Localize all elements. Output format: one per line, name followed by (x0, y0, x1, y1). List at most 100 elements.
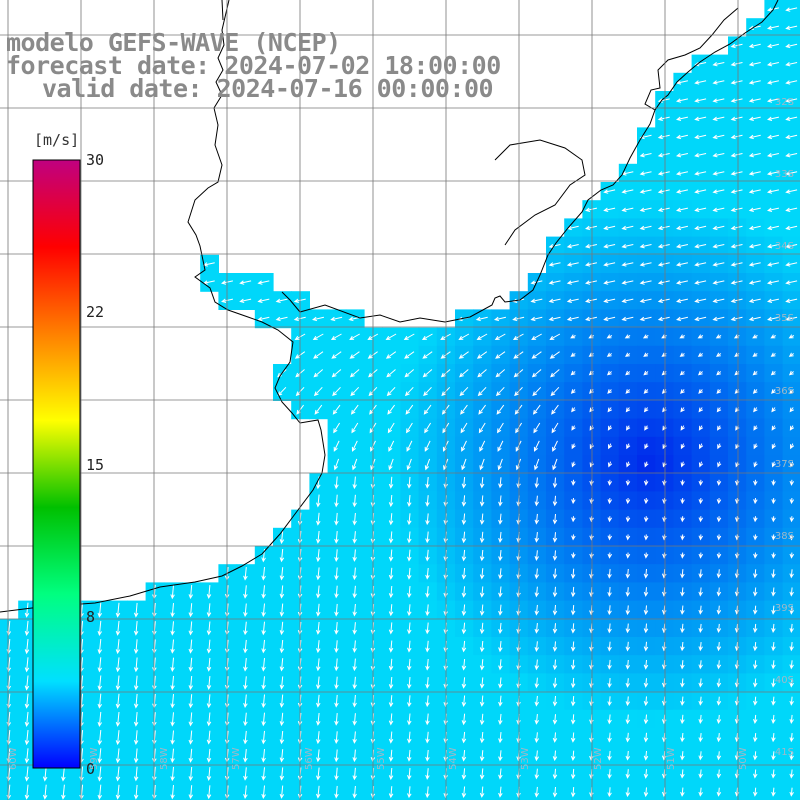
wind-arrow (534, 586, 540, 598)
wind-arrow (314, 404, 323, 415)
wind-arrow (407, 567, 412, 580)
wind-arrow (479, 458, 485, 471)
wind-arrow (603, 244, 616, 249)
wind-arrow (388, 494, 394, 508)
wind-arrow (243, 730, 248, 745)
wind-arrow (352, 640, 357, 653)
wind-arrow (257, 280, 270, 285)
wind-arrow (349, 351, 360, 359)
wind-arrow (496, 404, 505, 415)
wind-arrow (733, 334, 740, 339)
wind-arrow (404, 369, 415, 378)
wind-arrow (423, 404, 432, 415)
wind-arrow (643, 370, 649, 376)
wind-arrow (603, 225, 616, 231)
wind-arrow (97, 602, 103, 618)
wind-arrow (206, 603, 212, 618)
wind-arrow (680, 678, 685, 688)
wind-arrow (716, 623, 722, 634)
wind-arrow (388, 786, 394, 799)
wind-arrow (643, 732, 649, 743)
wind-arrow (333, 422, 341, 434)
wind-arrow (716, 389, 722, 394)
wind-arrow (730, 316, 743, 322)
wind-arrow (642, 334, 649, 339)
wind-arrow (752, 370, 758, 376)
wind-arrow (261, 621, 266, 636)
wind-arrow (334, 603, 339, 617)
wind-arrow (479, 713, 485, 726)
wind-arrow (388, 604, 394, 617)
wind-arrow (730, 43, 743, 49)
wind-arrow (785, 80, 798, 85)
wind-arrow (551, 422, 559, 434)
wind-arrow (716, 787, 722, 797)
wind-arrow (771, 696, 776, 706)
wind-arrow (243, 639, 248, 654)
wind-arrow (698, 425, 704, 431)
wind-arrow (331, 369, 342, 378)
wind-arrow (566, 298, 579, 303)
wind-arrow (621, 207, 634, 212)
wind-arrow (767, 171, 780, 176)
wind-arrow (424, 422, 432, 434)
wind-arrow (789, 714, 794, 725)
wind-arrow (498, 586, 503, 598)
wind-arrow (680, 696, 685, 706)
wind-arrow (657, 207, 670, 212)
wind-arrow (694, 189, 707, 194)
wind-arrow (570, 605, 576, 616)
wind-arrow (549, 333, 561, 340)
wind-arrow (388, 622, 394, 635)
wind-arrow (261, 658, 266, 672)
wind-arrow (639, 225, 652, 231)
wind-arrow (316, 640, 321, 654)
wind-arrow (607, 659, 612, 670)
wind-arrow (571, 425, 576, 431)
wind-arrow (679, 352, 685, 357)
wind-arrow (607, 389, 612, 394)
wind-arrow (534, 458, 540, 471)
wind-arrow (680, 552, 685, 559)
wind-arrow (316, 749, 321, 763)
wind-arrow (552, 750, 558, 762)
wind-arrow (388, 749, 394, 762)
wind-arrow (243, 567, 248, 581)
wind-arrow (752, 389, 758, 394)
wind-arrow (279, 785, 285, 799)
wind-arrow (644, 425, 649, 431)
wind-arrow (423, 386, 432, 397)
wind-arrow (771, 534, 776, 541)
wind-arrow (334, 531, 339, 544)
wind-arrow (407, 695, 412, 708)
wind-arrow (570, 677, 576, 689)
wind-arrow (552, 495, 558, 507)
wind-arrow (133, 602, 139, 618)
wind-arrow (748, 98, 761, 103)
wind-arrow (534, 732, 540, 744)
wind-arrow (771, 733, 776, 743)
wind-arrow (495, 351, 506, 359)
wind-arrow (170, 730, 175, 745)
wind-arrow (730, 62, 743, 67)
wind-arrow (388, 731, 394, 744)
lat-label: 40S (774, 675, 794, 686)
wind-arrow (530, 298, 543, 303)
wind-arrow (748, 43, 761, 49)
wind-arrow (312, 316, 325, 322)
wind-arrow (570, 352, 576, 357)
wind-arrow (607, 497, 613, 505)
wind-arrow (607, 552, 613, 559)
wind-arrow (243, 585, 248, 599)
wind-arrow (680, 605, 685, 615)
wind-arrow (789, 787, 794, 797)
wind-arrow (261, 567, 266, 581)
wind-arrow (770, 334, 776, 339)
wind-arrow (461, 531, 467, 544)
wind-arrow (607, 516, 613, 523)
wind-arrow (425, 495, 430, 507)
wind-arrow (639, 316, 652, 322)
wind-arrow (334, 676, 339, 690)
wind-arrow (406, 440, 413, 452)
wind-arrow (334, 694, 339, 708)
